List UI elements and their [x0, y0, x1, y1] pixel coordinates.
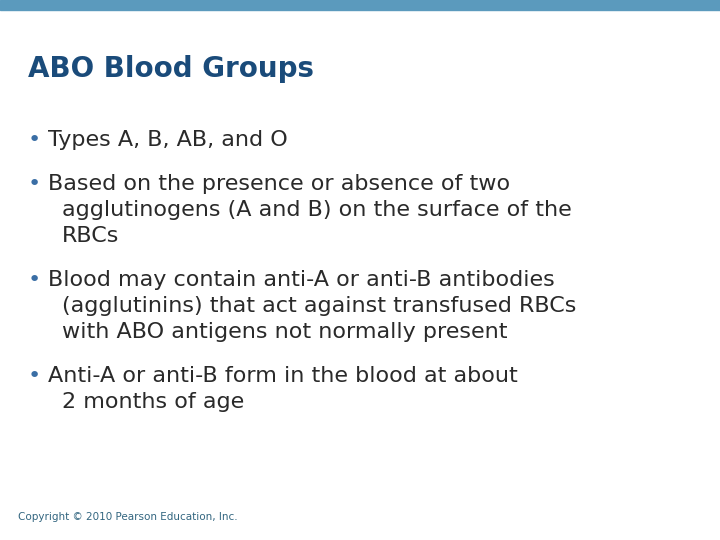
Text: agglutinogens (A and B) on the surface of the: agglutinogens (A and B) on the surface o…	[62, 200, 572, 220]
Text: (agglutinins) that act against transfused RBCs: (agglutinins) that act against transfuse…	[62, 296, 577, 316]
Text: •: •	[28, 270, 41, 290]
Text: ABO Blood Groups: ABO Blood Groups	[28, 55, 314, 83]
Text: 2 months of age: 2 months of age	[62, 392, 244, 412]
Text: RBCs: RBCs	[62, 226, 120, 246]
Text: Copyright © 2010 Pearson Education, Inc.: Copyright © 2010 Pearson Education, Inc.	[18, 512, 238, 522]
Text: Types A, B, AB, and O: Types A, B, AB, and O	[48, 130, 288, 150]
Text: Anti-A or anti-B form in the blood at about: Anti-A or anti-B form in the blood at ab…	[48, 366, 518, 386]
Text: •: •	[28, 174, 41, 194]
Text: •: •	[28, 130, 41, 150]
Bar	[0, 0, 720, 10]
Text: Blood may contain anti-A or anti-B antibodies: Blood may contain anti-A or anti-B antib…	[48, 270, 554, 290]
Text: Based on the presence or absence of two: Based on the presence or absence of two	[48, 174, 510, 194]
Text: •: •	[28, 366, 41, 386]
Text: with ABO antigens not normally present: with ABO antigens not normally present	[62, 322, 508, 342]
